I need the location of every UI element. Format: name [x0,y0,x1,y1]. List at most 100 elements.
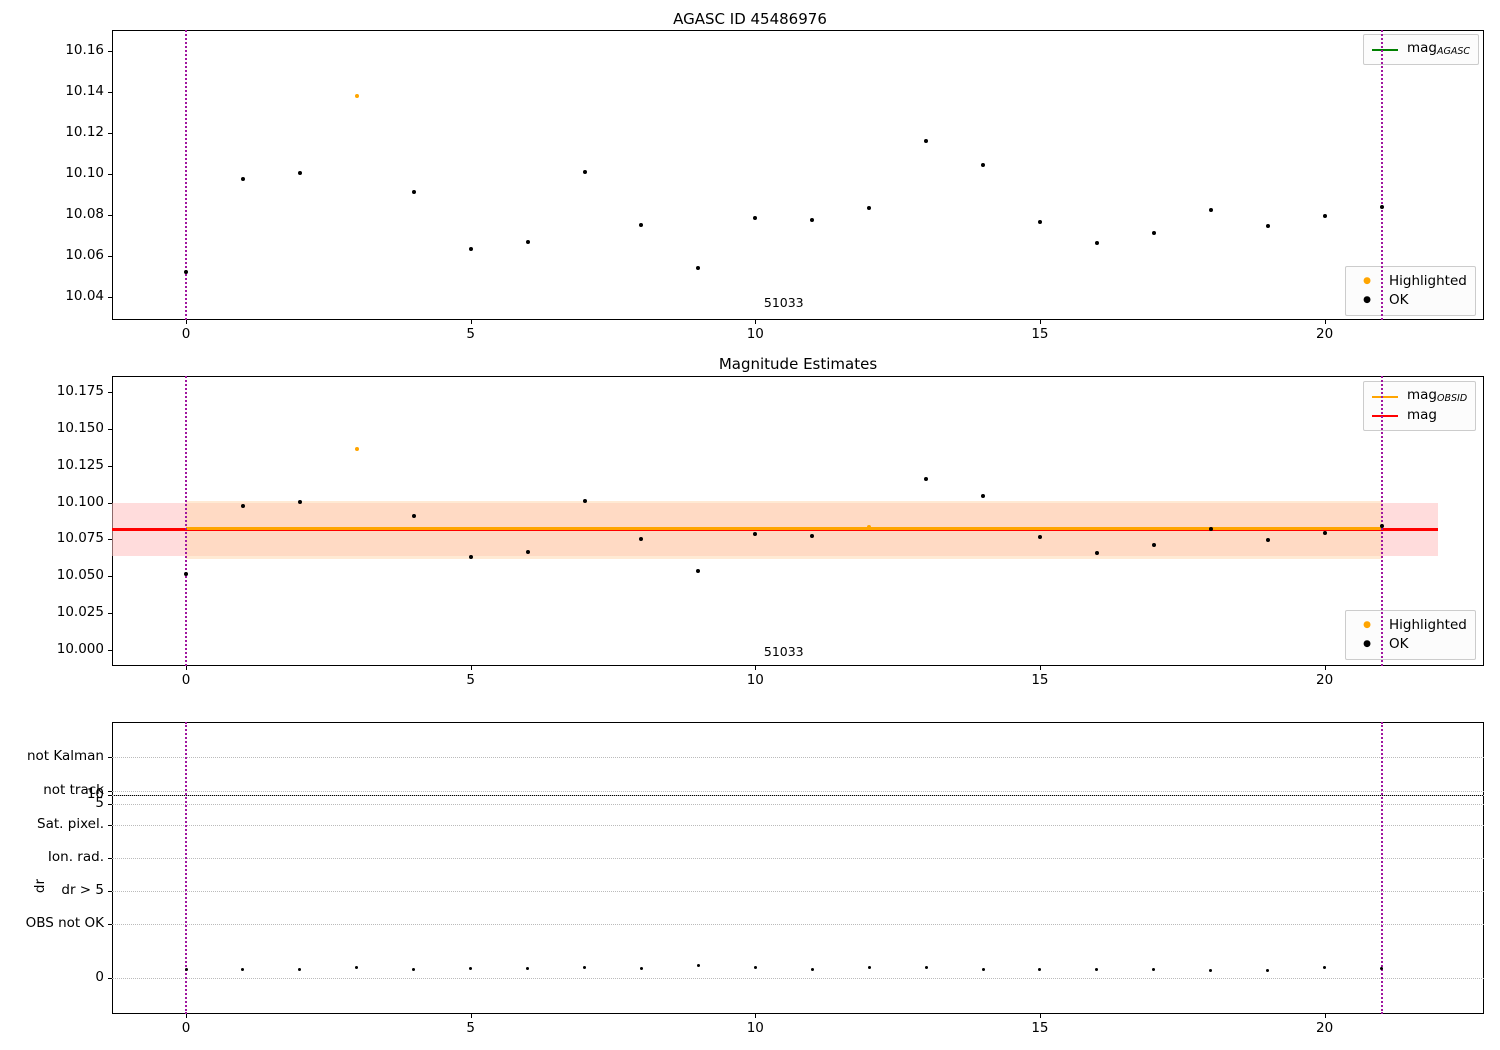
xtick-mark [755,666,757,670]
legend-label: magOBSID [1407,386,1468,404]
legend-entry-highlighted: ● Highlighted [1354,616,1467,635]
panel-flags-dr [112,722,1484,1014]
data-point-ok [240,177,245,182]
data-point-ok [1151,230,1156,235]
data-point-dr [469,966,473,970]
legend-label: Highlighted [1389,273,1467,289]
data-point-highlighted [867,524,872,529]
obsid-annotation: 51033 [763,294,804,310]
data-point-ok [411,513,416,518]
data-point-ok [184,571,188,576]
panel-magnitude-agasc [112,30,1484,320]
xtick-mark [755,320,757,324]
data-point-highlighted [354,94,359,99]
flag-label-5: dr > 5 [61,882,104,898]
dr-tick-mark [108,977,112,979]
data-point-dr [355,966,359,970]
data-point-dr [867,965,871,969]
xtick-mark [1324,320,1326,324]
data-point-ok [582,498,587,503]
data-point-ok [1322,531,1327,536]
legend-entry-ok: ● OK [1354,291,1467,310]
dr-tick-mark [108,803,112,805]
xtick-label-5: 5 [466,1020,475,1036]
obsid-divider-line [1380,722,1383,1014]
ytick-label-10.100: 10.100 [56,493,104,510]
data-point-dr [1323,966,1327,970]
xtick-mark [470,1014,472,1018]
ytick-label-10.025: 10.025 [56,604,104,621]
ytick-label-10.175: 10.175 [56,382,104,399]
data-point-ok [1322,214,1327,219]
ytick-mark [108,391,112,393]
legend-top-points[interactable]: ● Highlighted ● OK [1345,266,1476,316]
data-point-ok [639,222,644,227]
xtick-label-0: 0 [181,326,191,342]
legend-label: OK [1389,292,1409,308]
ytick-mark [108,173,112,175]
ytick-mark [108,255,112,257]
ytick-mark [108,92,112,94]
flag-gridline [112,757,1484,758]
flag-label-1: not Kalman [26,748,104,764]
data-point-dr [241,968,245,972]
flag-tick-mark [108,891,112,892]
data-point-ok [639,537,644,542]
data-point-ok [468,554,473,559]
data-point-dr [810,967,814,971]
line-swatch-icon [1372,48,1398,51]
dr-gridline [112,977,1484,979]
xtick-mark [1039,320,1041,324]
dot-swatch-icon: ● [1363,639,1371,649]
line-swatch-icon [1372,395,1398,398]
dr-gridline-minor [112,890,1484,892]
ytick-mark [108,296,112,298]
figure-suptitle: AGASC ID 45486976 [673,10,827,28]
legend-entry-ok: ● OK [1354,635,1467,654]
data-point-highlighted [354,447,359,452]
data-point-ok [981,163,986,168]
ytick-mark [108,133,112,135]
ytick-label-10.06: 10.06 [65,246,104,263]
obsid-annotation: 51033 [763,643,804,659]
dr-tick-label-0: 0 [95,968,104,985]
data-point-ok [297,170,302,175]
ytick-label-10.14: 10.14 [65,83,104,100]
xtick-mark [186,320,187,324]
data-point-dr [1095,968,1099,972]
data-point-ok [1094,241,1099,245]
xtick-mark [1039,666,1041,670]
dot-swatch-icon: ● [1363,295,1371,305]
legend-label: Highlighted [1389,617,1467,633]
ytick-mark [108,214,112,216]
data-point-dr [639,966,643,970]
obsid-divider-line [185,376,187,666]
ytick-mark [108,650,112,652]
legend-entry-highlighted: ● Highlighted [1354,272,1467,291]
ytick-label-10.12: 10.12 [65,124,104,141]
data-point-dr [1152,967,1156,971]
data-point-ok [1379,524,1384,529]
data-point-dr [1209,969,1213,973]
dr-gridline [112,795,1484,796]
data-point-dr [696,963,700,967]
ytick-label-10.075: 10.075 [56,530,104,547]
data-point-dr [298,968,302,972]
data-point-ok [1379,204,1384,209]
data-point-ok [810,533,815,538]
legend-mid-points[interactable]: ● Highlighted ● OK [1345,610,1476,660]
data-point-ok [525,550,530,555]
data-point-dr [1266,969,1270,973]
dot-swatch-icon: ● [1363,276,1371,286]
xtick-mark [186,1014,187,1018]
data-point-ok [468,246,473,251]
dr-tick-label-10: 10 [86,786,104,802]
obsid-divider-line [1380,376,1383,666]
legend-entry-mag-obsid: magOBSID [1372,387,1467,406]
flag-label-6: OBS not OK [25,915,104,931]
legend-label: mag [1407,407,1437,423]
flag-tick-mark [108,924,112,925]
xtick-mark [1039,1014,1041,1018]
xtick-label-20: 20 [1316,326,1334,342]
